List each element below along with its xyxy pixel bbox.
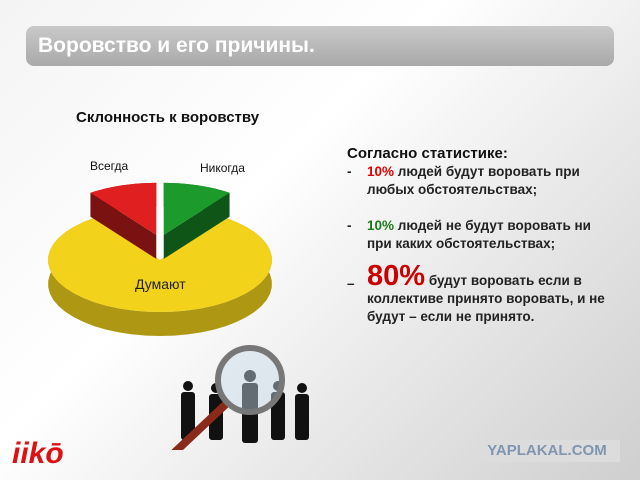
- stat-text: людей не будут воровать ни при каких обс…: [367, 218, 591, 251]
- bullet-dash: –: [347, 276, 355, 291]
- people-magnifier-illustration: [171, 345, 309, 450]
- slice-think-side: [48, 217, 272, 336]
- slice-always-cut-face: [90, 192, 157, 259]
- stat-item: - 10% людей не будут воровать ни при как…: [347, 217, 617, 253]
- iiko-logo: iikō: [12, 437, 64, 470]
- magnifier-icon: [171, 345, 285, 450]
- stat-percent: 80%: [367, 260, 426, 292]
- pie-label-think: Думают: [135, 276, 186, 292]
- stat-percent: 10%: [367, 218, 395, 233]
- slice-never-top: [163, 182, 230, 235]
- slice-never: [163, 182, 230, 259]
- stat-percent: 10%: [367, 164, 395, 179]
- slice-always: [90, 182, 157, 259]
- slice-think: [48, 217, 272, 336]
- pie-chart: Всегда Никогда Думают: [48, 159, 272, 336]
- stat-item: - 10% людей будут воровать при любых обс…: [347, 163, 617, 199]
- slide-title: Воровство и его причины.: [38, 34, 315, 57]
- watermark: YAPLAKAL.COM: [474, 440, 620, 462]
- bullet-dash: -: [347, 164, 352, 179]
- stats-heading: Согласно статистике:: [347, 145, 508, 162]
- stat-text: будут воровать если в коллективе принято…: [367, 273, 605, 324]
- slice-never-cut-face: [163, 192, 230, 259]
- pie-label-always: Всегда: [90, 159, 129, 173]
- title-bar: Воровство и его причины.: [26, 26, 614, 66]
- slice-always-top: [90, 182, 157, 235]
- slice-think-top: [48, 217, 272, 312]
- statistics-text: Согласно статистике: - 10% людей будут в…: [347, 145, 617, 326]
- stat-text: людей будут воровать при любых обстоятел…: [367, 164, 580, 197]
- pie-label-never: Никогда: [200, 161, 245, 175]
- stat-item: – 80% будут воровать если в коллективе п…: [347, 262, 617, 326]
- bullet-dash: -: [347, 218, 352, 233]
- chart-title: Склонность к воровству: [76, 109, 260, 126]
